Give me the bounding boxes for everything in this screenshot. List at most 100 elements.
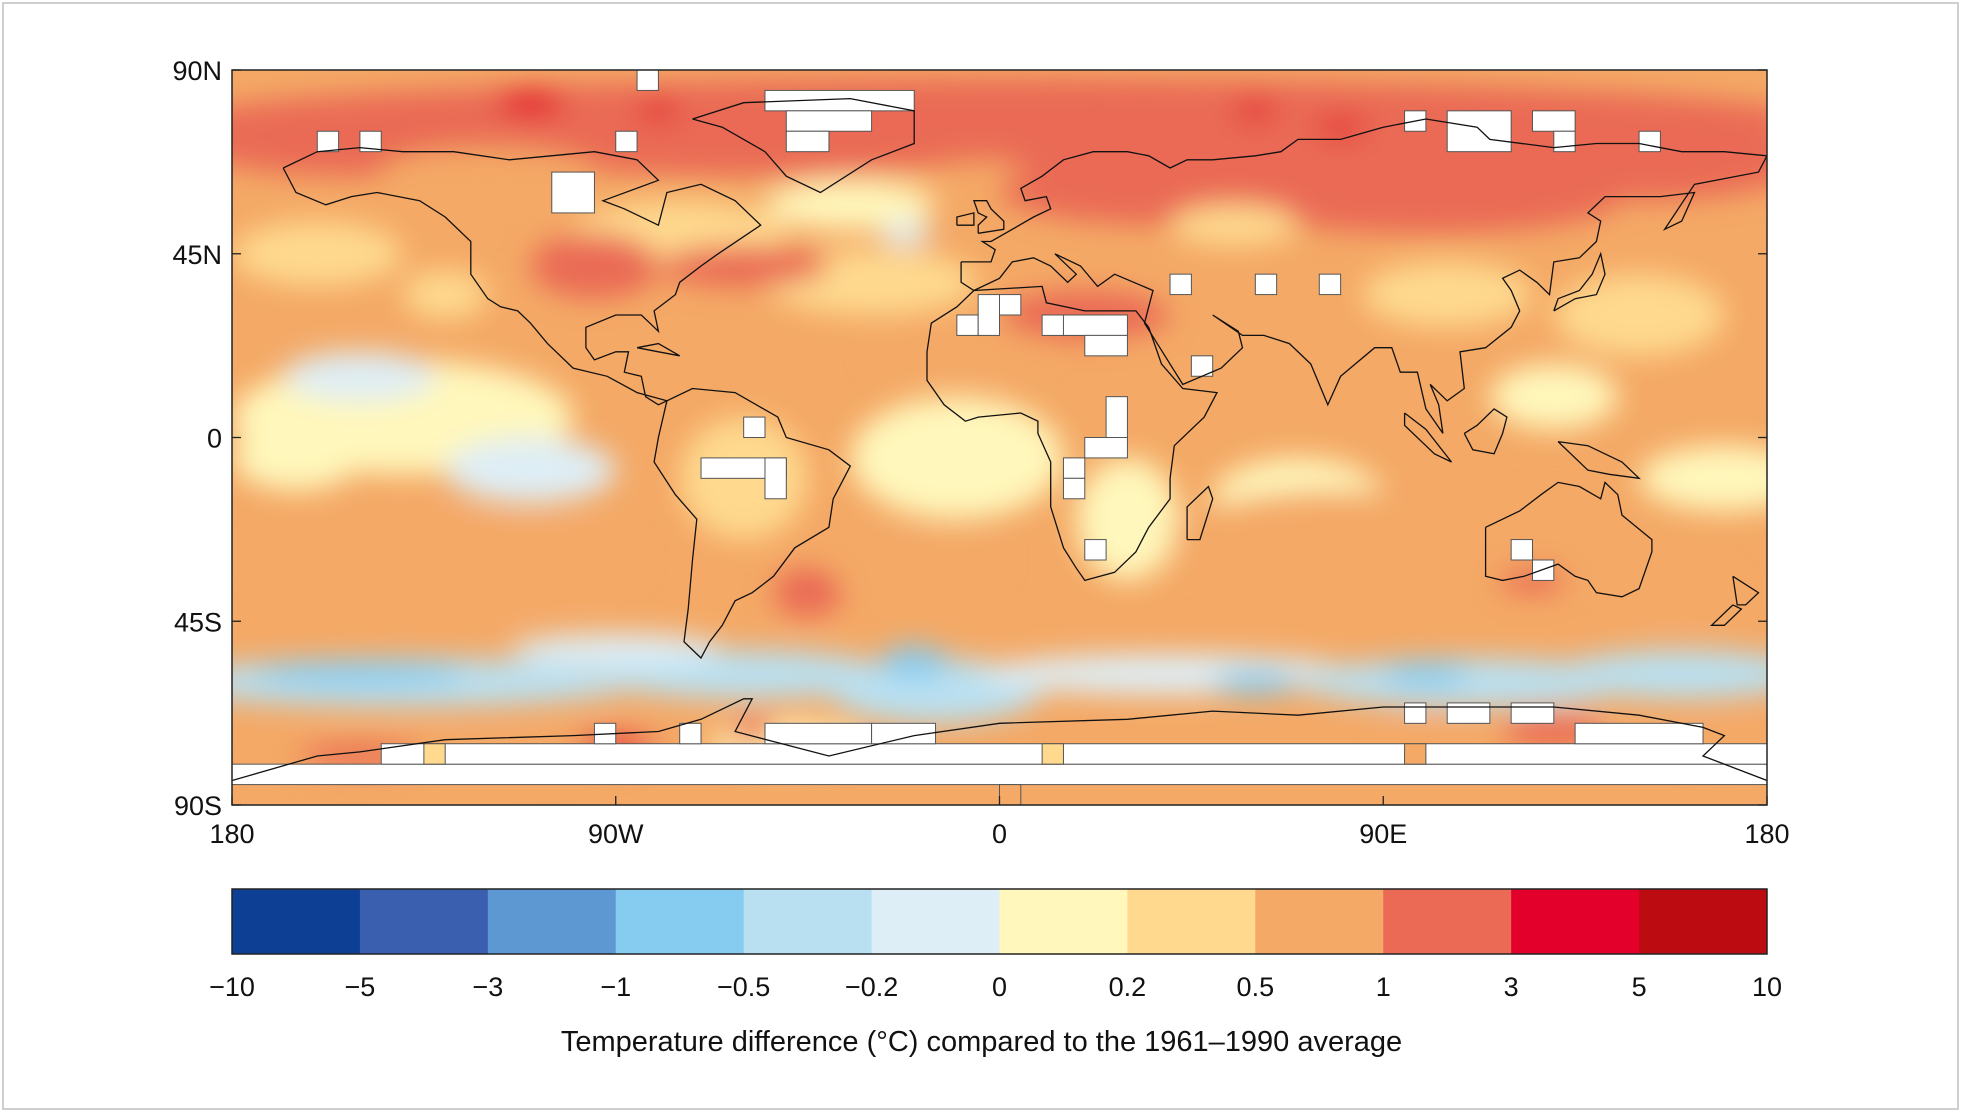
no-data-cell	[977, 294, 1000, 336]
legend-swatch	[1511, 889, 1640, 954]
latitude-labels: 90N 45N 0 45S 90S	[172, 56, 222, 821]
no-data-cell	[1553, 130, 1576, 153]
legend-swatch	[359, 889, 489, 954]
legend-colorbar	[232, 889, 1768, 954]
anomaly-region	[1489, 364, 1618, 430]
lon-tick-label: 180	[1744, 819, 1789, 849]
legend-swatch	[999, 889, 1128, 954]
anomaly-region	[658, 245, 829, 287]
no-data-cell	[785, 130, 830, 153]
no-data-cell	[1510, 539, 1533, 561]
anomaly-region	[828, 535, 1000, 585]
anomaly-region	[730, 719, 774, 744]
no-data-cell	[956, 314, 979, 336]
coastline	[1463, 408, 1508, 455]
coastline	[636, 342, 681, 357]
coastline	[1484, 481, 1653, 598]
legend-swatch	[1383, 889, 1512, 954]
legend-swatch	[871, 889, 1000, 954]
antarctic-cell	[423, 743, 446, 765]
legend-bound-label: 5	[1632, 972, 1647, 1002]
anomaly-region	[1234, 102, 1277, 120]
lon-tick-label: 0	[992, 819, 1007, 849]
no-data-cell	[1638, 130, 1661, 153]
coastline	[653, 387, 852, 660]
anomaly-region	[232, 221, 403, 287]
legend-swatch	[615, 889, 745, 954]
legend-bound-label: −0.2	[845, 972, 898, 1002]
legend-tick-labels: −10 −5 −3 −1 −0.5 −0.2 0 0.2 0.5 1 3 5 10	[209, 972, 1782, 1002]
no-data-cell	[636, 70, 659, 91]
no-data-cell	[764, 457, 787, 500]
anomaly-region	[253, 662, 467, 687]
legend-swatch	[1255, 889, 1384, 954]
coastline	[926, 285, 1219, 582]
no-data-cell	[1084, 437, 1128, 459]
legend-bound-label: 0	[992, 972, 1007, 1002]
coastline	[1709, 604, 1743, 626]
no-data-cell	[1084, 539, 1107, 561]
no-data-cell	[1446, 110, 1512, 153]
legend-bound-label: −3	[472, 972, 503, 1002]
lon-tick-label: 180	[209, 819, 254, 849]
longitude-labels: 180 90W 0 90E 180	[209, 819, 1789, 849]
no-data-cells	[232, 70, 1767, 805]
anomaly-region	[1170, 490, 1512, 589]
coastline	[1732, 575, 1760, 606]
anomaly-region	[253, 519, 638, 601]
no-data-cell	[1254, 273, 1278, 296]
legend-caption: Temperature difference (°C) compared to …	[560, 1026, 1403, 1058]
no-data-cell	[679, 722, 702, 745]
antarctic-cell	[1404, 743, 1427, 765]
no-data-cell	[1531, 110, 1576, 132]
no-data-cell	[871, 722, 937, 745]
anomaly-region	[1315, 119, 1367, 136]
no-data-cell	[1169, 273, 1192, 296]
no-data-cell	[359, 130, 382, 153]
coastline	[1403, 412, 1453, 463]
legend-bound-label: −1	[600, 972, 631, 1002]
anomaly-region	[1297, 658, 1640, 707]
no-data-cell	[1084, 334, 1128, 357]
coastline	[956, 212, 975, 226]
lat-tick-label: 90S	[174, 791, 222, 821]
anomaly-region	[1361, 261, 1533, 328]
anomaly-region	[402, 270, 488, 320]
no-data-cell	[1105, 396, 1128, 438]
legend-swatch	[743, 889, 873, 954]
no-data-cell	[1062, 314, 1128, 336]
legend-swatch	[232, 889, 361, 954]
map-area	[232, 70, 1767, 805]
coastline	[972, 200, 1005, 234]
anomaly-region	[1553, 274, 1725, 356]
anomaly-region	[880, 645, 949, 679]
lon-tick-label: 90E	[1359, 819, 1407, 849]
no-data-cell	[1062, 477, 1086, 500]
legend-bound-label: 3	[1504, 972, 1519, 1002]
anomaly-region	[445, 437, 616, 503]
anomaly-region	[381, 147, 595, 197]
lon-tick-label: 90W	[588, 819, 644, 849]
no-data-cell	[1318, 273, 1342, 296]
coastline	[1553, 251, 1606, 312]
coastline	[692, 97, 915, 194]
coastline	[1557, 440, 1641, 480]
legend-bound-label: 0.2	[1109, 972, 1147, 1002]
legend-bound-label: 0.5	[1237, 972, 1275, 1002]
coastline	[232, 698, 1767, 782]
no-data-cell	[615, 130, 638, 153]
anomaly-region	[509, 633, 723, 667]
no-data-cell	[316, 130, 340, 153]
legend-bound-label: −10	[209, 972, 255, 1002]
no-data-cell	[1531, 559, 1555, 581]
coastline	[960, 118, 1767, 434]
anomaly-region	[850, 396, 1064, 520]
coastline	[1186, 485, 1214, 541]
anomaly-region	[1553, 649, 1767, 699]
antarctic-cell	[1041, 743, 1064, 765]
antarctic-cell	[999, 784, 1022, 805]
no-data-cell	[1510, 702, 1555, 724]
coastlines	[232, 97, 1767, 782]
anomaly-region	[773, 568, 842, 618]
lat-tick-label: 90N	[172, 56, 222, 86]
